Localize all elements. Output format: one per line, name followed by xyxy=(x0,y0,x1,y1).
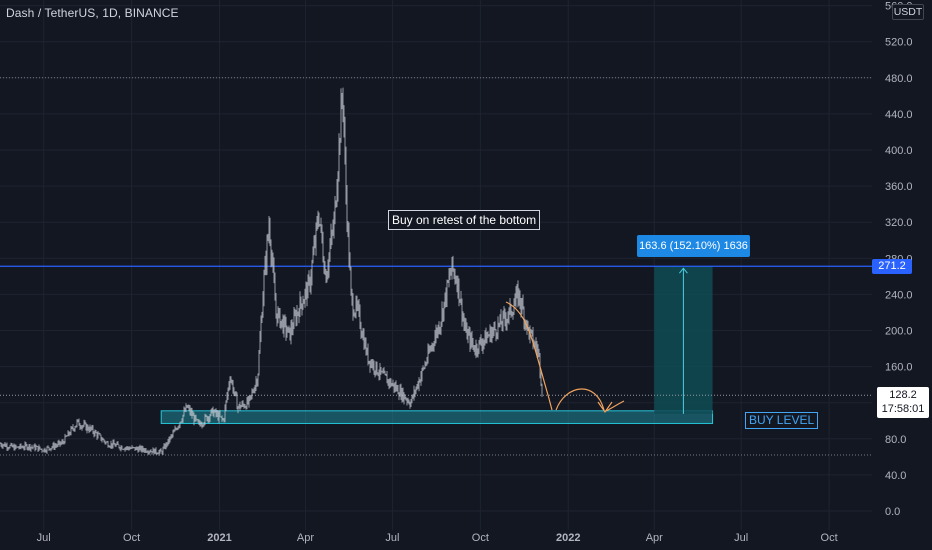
range-measure-label[interactable]: 163.6 (152.10%) 1636 xyxy=(637,235,750,257)
x-tick-label: 2021 xyxy=(207,532,231,544)
currency-unit-badge[interactable]: USDT xyxy=(892,4,924,20)
buy-zone-rect[interactable] xyxy=(160,410,714,424)
y-tick-label: 480.0 xyxy=(885,73,913,85)
drawings-layer xyxy=(505,301,625,414)
x-tick-label: Oct xyxy=(821,532,838,544)
current-price-value: 128.2 xyxy=(889,389,917,401)
y-tick-label: 400.0 xyxy=(885,145,913,157)
y-tick-label: 240.0 xyxy=(885,289,913,301)
drawn-arrow-bounce[interactable] xyxy=(555,388,605,411)
drawn-arrow-head xyxy=(597,401,613,414)
horizontal-lines xyxy=(0,77,872,456)
note-label[interactable]: Buy on retest of the bottom xyxy=(388,210,541,230)
range-arrow-head xyxy=(679,267,688,274)
y-tick-label: 200.0 xyxy=(885,326,913,338)
candles xyxy=(0,87,543,456)
y-tick-label: 80.0 xyxy=(885,434,906,446)
y-tick-label: 360.0 xyxy=(885,181,913,193)
y-tick-label: 520.0 xyxy=(885,37,913,49)
y-tick-label: 40.0 xyxy=(885,470,906,482)
y-tick-label: 320.0 xyxy=(885,217,913,229)
y-tick-label: 440.0 xyxy=(885,109,913,121)
x-axis: Jul Oct 2021 Apr Jul Oct 2022 Apr Jul Oct xyxy=(37,532,838,544)
y-axis: 0.040.080.0120.0160.0200.0240.0280.0320.… xyxy=(885,1,913,518)
zones-layer xyxy=(160,266,714,424)
x-tick-label: Jul xyxy=(734,532,748,544)
bar-countdown: 17:58:01 xyxy=(881,403,925,415)
x-tick-label: Oct xyxy=(472,532,489,544)
x-tick-label: Jul xyxy=(385,532,399,544)
x-tick-label: Apr xyxy=(297,532,314,544)
drawn-arrow-decline[interactable] xyxy=(505,301,553,411)
chart-title: Dash / TetherUS, 1D, BINANCE xyxy=(6,6,179,20)
y-tick-label: 0.0 xyxy=(885,506,900,518)
grid-lines xyxy=(0,0,872,530)
x-tick-label: 2022 xyxy=(556,532,580,544)
current-price-tag[interactable]: 128.2 17:58:01 xyxy=(877,387,929,418)
line-price-tag[interactable]: 271.2 xyxy=(872,259,912,274)
x-tick-label: Apr xyxy=(646,532,663,544)
x-tick-label: Oct xyxy=(123,532,140,544)
x-tick-label: Jul xyxy=(37,532,51,544)
y-tick-label: 160.0 xyxy=(885,362,913,374)
buy-level-label[interactable]: BUY LEVEL xyxy=(745,412,819,429)
drawn-arrow-tail xyxy=(605,400,625,412)
